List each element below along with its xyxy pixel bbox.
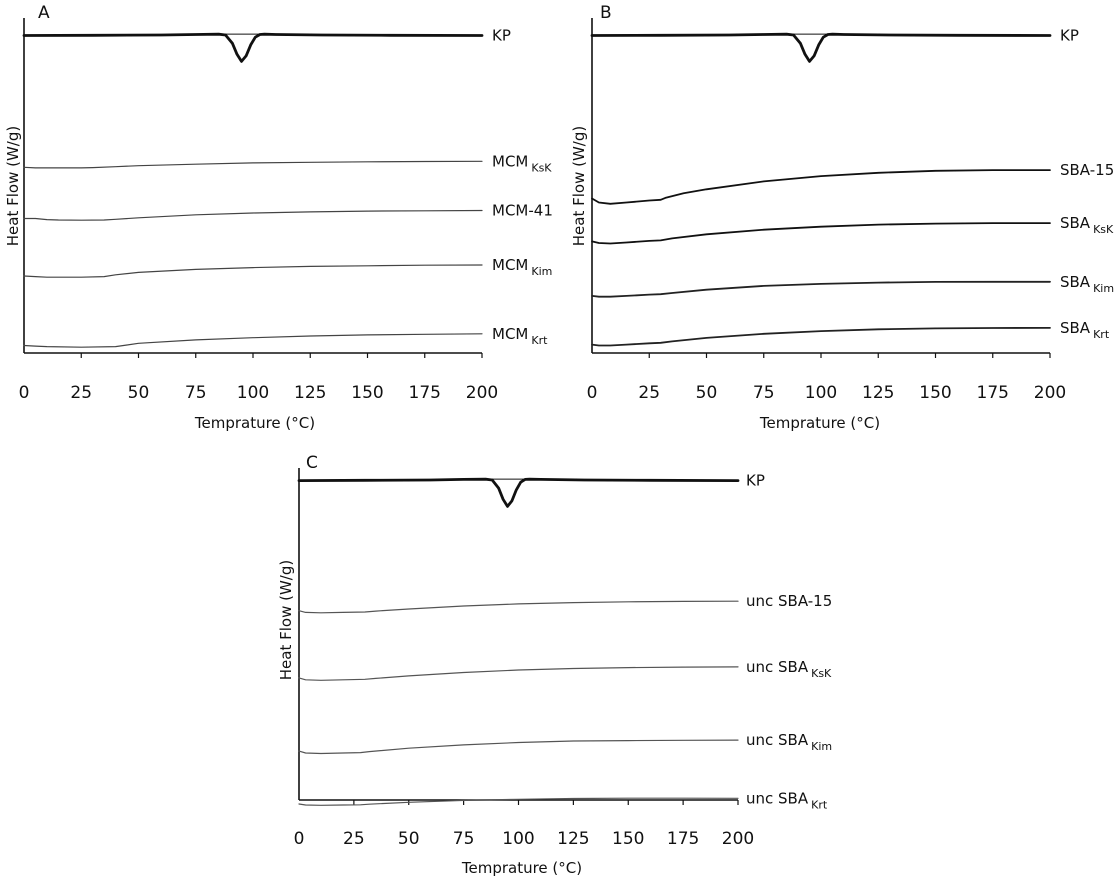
series-label-name: SBA [1060, 273, 1091, 291]
x-tick-label: 200 [466, 383, 498, 403]
series-label: unc SBA KsK [746, 658, 832, 680]
x-tick-label: 25 [638, 383, 660, 403]
series-label-name: unc SBA [746, 789, 809, 807]
y-axis-label: Heat Flow (W/g) [570, 126, 588, 246]
series-line-sba-krt [591, 327, 1051, 347]
series-label-name: KP [746, 472, 765, 490]
x-tick-label: 75 [453, 829, 475, 849]
x-tick-label: 0 [294, 829, 305, 849]
series-label-name: SBA [1060, 319, 1091, 337]
series-line-unc-sba-ksk [298, 666, 739, 681]
x-tick-label: 125 [862, 383, 894, 403]
x-tick-label: 200 [1034, 383, 1066, 403]
x-tick-label: 200 [722, 829, 754, 849]
x-tick-label: 150 [919, 383, 951, 403]
series-label-name: unc SBA [746, 731, 809, 749]
x-tick-label: 50 [398, 829, 420, 849]
series-label: MCM Kim [492, 256, 552, 278]
series-line-kp [22, 32, 484, 63]
series-line-unc-sba-15 [298, 600, 739, 614]
x-tick-label: 175 [977, 383, 1009, 403]
x-tick-label: 175 [667, 829, 699, 849]
chart-panel-b: B Heat Flow (W/g) 0 25 50 75 100 125 150 175 200 Te… [570, 3, 1114, 432]
series-label-name: MCM-41 [492, 202, 553, 220]
series-label: unc SBA Krt [746, 789, 828, 811]
series-line-sba-15 [591, 169, 1051, 205]
chart-panel-c: C Heat Flow (W/g) 0 25 50 75 100 125 150 175 200 Te… [277, 453, 832, 877]
series-label: SBA Kim [1060, 273, 1114, 295]
series-label-subscript: Krt [531, 334, 548, 347]
x-tick-label: 100 [805, 383, 837, 403]
series-label-name: SBA [1060, 214, 1091, 232]
series-line-mcm-41 [23, 209, 483, 221]
panel-label: A [38, 3, 50, 23]
x-tick-label: 100 [237, 383, 269, 403]
series-line-unc-sba-kim [298, 739, 739, 755]
series-label-name: SBA-15 [1060, 161, 1114, 179]
x-tick-label: 125 [557, 829, 589, 849]
series-label: SBA-15 [1060, 161, 1114, 179]
series-line-kp [590, 32, 1052, 63]
x-tick-label: 50 [696, 383, 718, 403]
series-label: KP [1060, 27, 1079, 45]
x-tick-label: 75 [185, 383, 207, 403]
chart-panel-a: A Heat Flow (W/g) 0 25 50 75 100 125 150 175 200 Te… [4, 3, 553, 432]
x-axis-label: Temprature (°C) [759, 414, 880, 432]
series-label: MCM KsK [492, 152, 552, 174]
series-line-sba-kim [591, 280, 1051, 298]
series-label: KP [492, 27, 511, 45]
y-axis-label: Heat Flow (W/g) [4, 126, 22, 246]
series-label: MCM Krt [492, 325, 548, 347]
x-tick-label: 25 [343, 829, 365, 849]
series-label: SBA Krt [1060, 319, 1110, 341]
x-axis-label: Temprature (°C) [194, 414, 315, 432]
panel-label: B [600, 3, 612, 23]
series-line-mcm-ksk [23, 160, 483, 169]
x-tick-label: 75 [753, 383, 775, 403]
series-label: SBA KsK [1060, 214, 1114, 236]
series-label-name: MCM [492, 256, 528, 274]
series-label-name: KP [492, 27, 511, 45]
series-line-kp [297, 477, 740, 508]
x-tick-label: 50 [128, 383, 150, 403]
y-axis-label: Heat Flow (W/g) [277, 560, 295, 680]
series-label-subscript: Kim [531, 265, 552, 278]
series-label: MCM-41 [492, 202, 553, 220]
panel-label: C [306, 453, 318, 473]
x-tick-label: 125 [294, 383, 326, 403]
series-label-name: KP [1060, 27, 1079, 45]
x-tick-label: 150 [612, 829, 644, 849]
x-tick-label: 0 [19, 383, 30, 403]
series-label-name: MCM [492, 325, 528, 343]
series-label-subscript: KsK [531, 161, 552, 174]
series-label: unc SBA-15 [746, 592, 832, 610]
series-line-mcm-kim [23, 264, 483, 278]
series-label-subscript: Krt [811, 798, 828, 811]
series-label-name: unc SBA-15 [746, 592, 832, 610]
series-label-subscript: Kim [1093, 282, 1114, 295]
x-tick-label: 150 [351, 383, 383, 403]
series-label: KP [746, 472, 765, 490]
series-line-mcm-krt [23, 333, 483, 348]
x-tick-label: 175 [409, 383, 441, 403]
series-label: unc SBA Kim [746, 731, 832, 753]
series-line-unc-sba-krt [298, 797, 739, 806]
series-label-name: unc SBA [746, 658, 809, 676]
series-label-name: MCM [492, 152, 528, 170]
x-tick-label: 0 [587, 383, 598, 403]
x-axis-label: Temprature (°C) [461, 859, 582, 877]
series-label-subscript: KsK [811, 667, 832, 680]
x-tick-label: 100 [502, 829, 534, 849]
series-label-subscript: Krt [1093, 328, 1110, 341]
x-tick-label: 25 [70, 383, 92, 403]
series-label-subscript: KsK [1093, 223, 1114, 236]
series-label-subscript: Kim [811, 740, 832, 753]
series-line-sba-ksk [591, 222, 1051, 245]
